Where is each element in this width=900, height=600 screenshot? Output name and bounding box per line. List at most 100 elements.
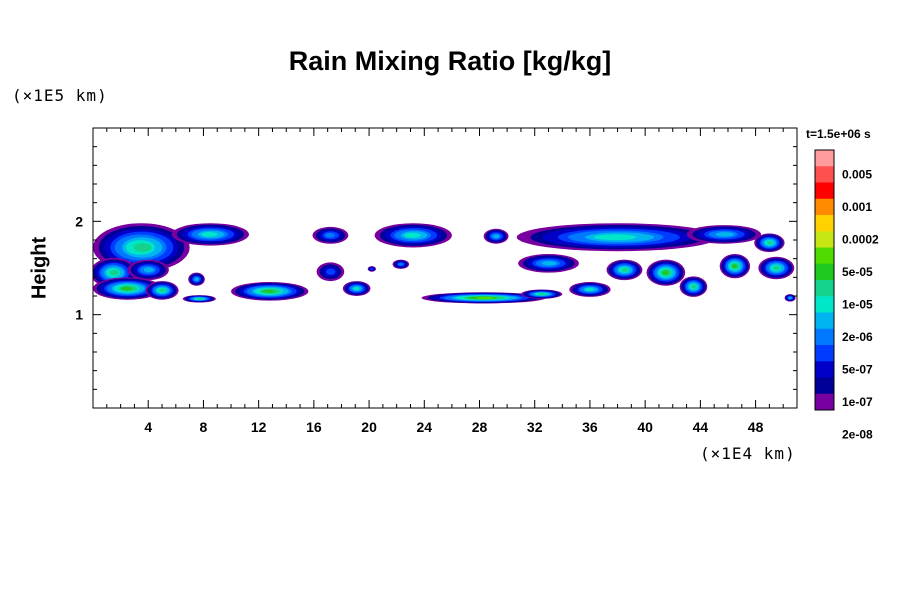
rain-field: [93, 223, 796, 304]
rain-region: [93, 223, 190, 272]
rain-region: [231, 282, 309, 301]
x-tick-label: 44: [693, 419, 709, 435]
x-tick-label: 40: [637, 419, 653, 435]
x-tick-label: 8: [200, 419, 208, 435]
colorbar-label: 0.0002: [842, 232, 879, 246]
x-tick-label: 28: [472, 419, 488, 435]
colorbar-label: 5e-07: [842, 362, 873, 376]
rain-contour: [201, 232, 218, 237]
rain-contour: [194, 277, 199, 281]
rain-contour: [324, 232, 336, 238]
colorbar-label: 0.005: [842, 167, 872, 181]
rain-region: [421, 292, 546, 304]
rain-contour: [593, 234, 637, 241]
x-tick-label: 16: [306, 419, 322, 435]
rain-contour: [120, 286, 133, 291]
rain-region: [182, 295, 216, 303]
rain-contour: [585, 287, 594, 292]
rain-region: [312, 226, 349, 244]
rain-contour: [398, 262, 403, 266]
rain-contour: [262, 289, 276, 293]
colorbar-label: 0.001: [842, 200, 872, 214]
rain-contour: [404, 232, 421, 238]
plot-frame: [92, 127, 798, 409]
rain-contour: [538, 293, 547, 296]
colorbar-label: 1e-05: [842, 297, 873, 311]
colorbar-swatch: [815, 215, 834, 232]
colorbar-swatch: [815, 263, 834, 281]
rain-region: [367, 266, 376, 272]
rain-contour: [143, 267, 154, 273]
rain-contour: [691, 284, 697, 289]
colorbar-frame: [814, 149, 835, 411]
rain-contour: [766, 241, 773, 245]
colorbar-swatch: [815, 198, 834, 216]
x-tick-label: 32: [527, 419, 543, 435]
rain-contour: [196, 297, 203, 300]
rain-contour: [621, 267, 629, 272]
colorbar-swatch: [815, 377, 834, 395]
rain-region: [93, 277, 163, 300]
colorbar-swatch: [815, 393, 834, 411]
rain-contour: [325, 268, 336, 275]
colorbar-swatch: [815, 166, 834, 183]
x-tick-label: 48: [748, 419, 764, 435]
y-tick-label: 2: [75, 213, 83, 229]
rain-contour: [788, 296, 792, 299]
time-label: t=1.5e+06 s: [806, 127, 871, 141]
colorbar-swatch: [815, 280, 834, 297]
colorbar-label: 1e-07: [842, 395, 873, 409]
rain-region: [483, 228, 509, 244]
rain-contour: [731, 264, 738, 269]
colorbar-label: 2e-06: [842, 330, 873, 344]
rain-region: [392, 259, 410, 269]
rain-contour: [493, 234, 500, 239]
rain-contour: [133, 242, 152, 252]
rain-contour: [662, 270, 669, 275]
y-tick-label: 1: [75, 307, 83, 323]
colorbar-swatch: [815, 361, 834, 378]
rain-region: [127, 259, 169, 281]
x-axis-unit: (×1E4 km): [700, 444, 796, 463]
x-tick-label: 12: [251, 419, 267, 435]
y-axis-unit: (×1E5 km): [12, 86, 108, 105]
rain-contour: [475, 296, 495, 299]
rain-region: [569, 282, 611, 297]
rain-contour: [541, 261, 557, 266]
colorbar-swatch: [815, 150, 834, 167]
rain-contour: [715, 232, 734, 237]
chart-title: Rain Mixing Ratio [kg/kg]: [288, 46, 612, 76]
colorbar-swatch: [815, 345, 834, 362]
rain-region: [516, 223, 719, 252]
colorbar-swatch: [815, 231, 834, 248]
rain-region: [316, 262, 345, 282]
rain-region: [342, 281, 371, 296]
rain-region: [758, 256, 795, 280]
x-tick-label: 4: [144, 419, 152, 435]
rain-region: [679, 276, 708, 297]
colorbar-label: 2e-08: [842, 427, 873, 441]
rain-region: [754, 233, 785, 253]
rain-region: [606, 259, 643, 281]
rain-region: [188, 272, 205, 286]
rain-region: [520, 289, 563, 299]
x-tick-label: 20: [361, 419, 377, 435]
rain-region: [145, 281, 179, 300]
colorbar-swatch: [815, 328, 834, 346]
colorbar: 0.005 0.001 0.0002 5e-05 1e-05 2e-06 5e-07 1e-0…: [814, 149, 879, 441]
colorbar-swatch: [815, 182, 834, 200]
colorbar-label: 5e-05: [842, 265, 873, 279]
rain-contour: [773, 265, 781, 271]
rain-region: [171, 223, 249, 246]
colorbar-swatch: [815, 247, 834, 265]
rain-region: [518, 254, 579, 273]
x-tick-label: 24: [417, 419, 433, 435]
colorbar-swatch: [815, 296, 834, 313]
rain-contour: [353, 286, 360, 291]
rain-region: [686, 225, 762, 244]
rain-contour: [159, 288, 166, 293]
colorbar-swatch: [815, 312, 834, 330]
rain-region: [784, 294, 796, 302]
